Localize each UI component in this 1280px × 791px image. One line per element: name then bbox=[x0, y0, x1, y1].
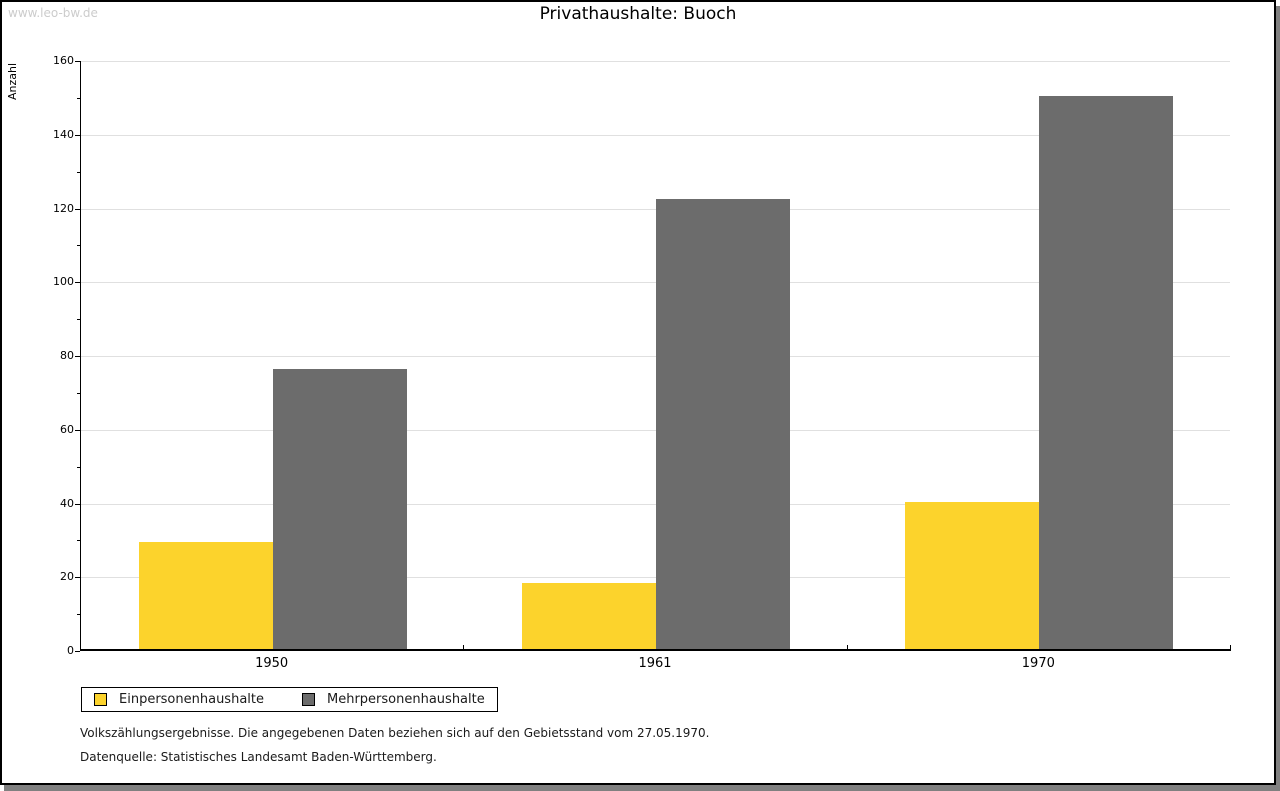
y-tick-major-160 bbox=[75, 61, 80, 62]
y-tick-label-140: 140 bbox=[53, 127, 74, 141]
plot-area bbox=[80, 61, 1230, 651]
legend-item-mehrpersonenhaushalte: Mehrpersonenhaushalte bbox=[302, 692, 485, 707]
y-tick-minor-70 bbox=[77, 392, 80, 394]
chart-title: Privathaushalte: Buoch bbox=[539, 4, 737, 24]
y-tick-minor-150 bbox=[77, 97, 80, 99]
y-tick-label-160: 160 bbox=[53, 54, 74, 67]
y-tick-label-0: 0 bbox=[67, 644, 74, 657]
y-tick-major-140 bbox=[75, 134, 80, 136]
y-tick-minor-50 bbox=[77, 466, 80, 468]
legend-item-einpersonenhaushalte: Einpersonenhaushalte bbox=[94, 692, 264, 707]
y-tick-major-60 bbox=[75, 429, 80, 431]
gridline-y-40 bbox=[81, 503, 1230, 505]
bar-mehrpersonenhaushalte-1950 bbox=[272, 368, 407, 649]
gridline-y-20 bbox=[81, 577, 1230, 579]
y-tick-minor-90 bbox=[77, 319, 80, 321]
y-tick-major-100 bbox=[75, 282, 80, 284]
y-tick-label-80: 80 bbox=[60, 349, 74, 362]
y-tick-label-100: 100 bbox=[53, 275, 74, 289]
x-boundary-tick-3 bbox=[1230, 645, 1231, 651]
gridline-y-60 bbox=[81, 429, 1230, 431]
legend-swatch-einpersonenhaushalte bbox=[94, 693, 107, 706]
bar-einpersonenhaushalte-1961 bbox=[522, 582, 656, 649]
y-tick-label-20: 20 bbox=[60, 570, 74, 584]
legend-box: Einpersonenhaushalte Mehrpersonenhaushalt… bbox=[81, 687, 498, 712]
footnote-dataquelle-line: Datenquelle: Statistisches Landesamt Bad… bbox=[80, 750, 437, 764]
y-tick-label-40: 40 bbox=[60, 496, 74, 510]
gridline-y-80 bbox=[81, 356, 1230, 357]
y-tick-label-120: 120 bbox=[53, 201, 74, 215]
watermark-url: www.leo-bw.de bbox=[8, 6, 98, 20]
y-tick-major-120 bbox=[75, 208, 80, 210]
x-boundary-tick-1 bbox=[463, 645, 465, 651]
footnote-source-line: Volkszählungsergebnisse. Die angegebenen… bbox=[80, 726, 710, 740]
y-tick-major-20 bbox=[75, 577, 80, 579]
bar-mehrpersonenhaushalte-1970 bbox=[1039, 95, 1174, 649]
y-tick-label-60: 60 bbox=[60, 422, 74, 436]
bar-mehrpersonenhaushalte-1961 bbox=[656, 199, 790, 649]
legend-swatch-mehrpersonenhaushalte bbox=[302, 693, 315, 706]
y-tick-major-80 bbox=[75, 356, 80, 357]
gridline-y-120 bbox=[81, 208, 1230, 210]
gridline-y-140 bbox=[81, 134, 1230, 136]
bar-einpersonenhaushalte-1970 bbox=[905, 501, 1040, 649]
x-category-label-1961: 1961 bbox=[638, 656, 672, 671]
gridline-y-160 bbox=[81, 61, 1230, 62]
bar-einpersonenhaushalte-1950 bbox=[138, 542, 273, 649]
y-tick-minor-30 bbox=[77, 540, 80, 542]
y-tick-minor-130 bbox=[77, 171, 80, 173]
legend-label-mehrpersonenhaushalte: Mehrpersonenhaushalte bbox=[327, 692, 485, 707]
x-category-label-1970: 1970 bbox=[1021, 656, 1055, 671]
y-axis-title: Anzahl bbox=[6, 62, 19, 100]
x-boundary-tick-2 bbox=[846, 645, 848, 651]
x-category-label-1950: 1950 bbox=[255, 656, 289, 671]
y-tick-major-40 bbox=[75, 503, 80, 505]
gridline-y-100 bbox=[81, 282, 1230, 284]
y-tick-minor-10 bbox=[77, 614, 80, 616]
y-tick-minor-110 bbox=[77, 245, 80, 247]
legend-label-einpersonenhaushalte: Einpersonenhaushalte bbox=[119, 692, 264, 707]
y-tick-major-0 bbox=[75, 651, 80, 652]
